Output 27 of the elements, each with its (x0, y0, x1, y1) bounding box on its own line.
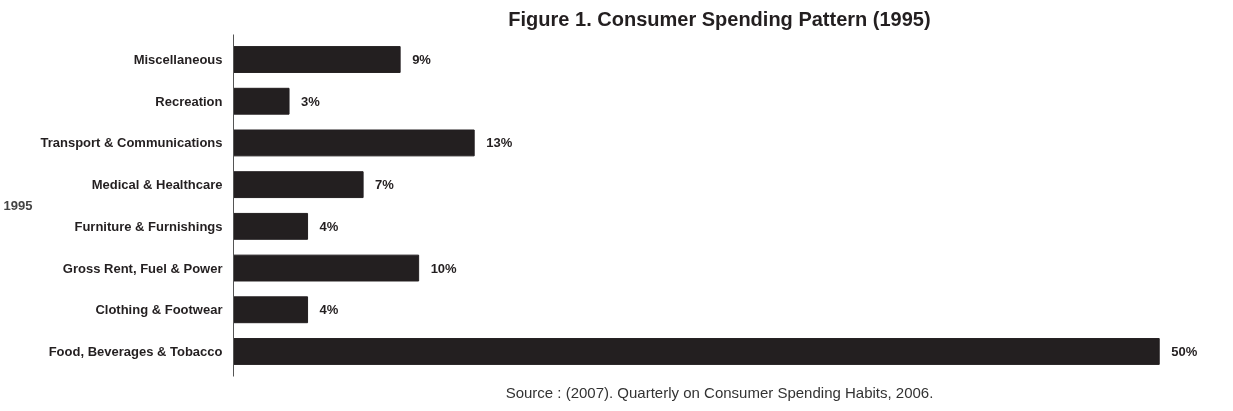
y-tick-label: Medical & Healthcare (91, 177, 223, 193)
data-label: 10% (430, 260, 458, 276)
bar (233, 87, 290, 115)
chart-title: Figure 1. Consumer Spending Pattern (1995) (508, 7, 931, 30)
data-label: 3% (301, 93, 321, 109)
data-label: 50% (1171, 343, 1198, 359)
y-tick-label: Food, Beverages & Tobacco (48, 343, 223, 359)
bar (233, 338, 1160, 365)
y-tick-label: Transport & Communications (40, 135, 223, 151)
bar (233, 46, 401, 73)
y-axis-title: 1995 (3, 198, 33, 213)
bar (233, 129, 475, 157)
y-tick-label: Recreation (155, 93, 223, 109)
y-tick-label: Furniture & Furnishings (74, 218, 223, 234)
bar (233, 254, 420, 282)
bar (233, 171, 364, 199)
data-label: 13% (486, 135, 513, 151)
y-tick-label: Gross Rent, Fuel & Power (62, 260, 223, 276)
y-tick-label: Miscellaneous (133, 52, 223, 68)
y-tick-label: Clothing & Footwear (95, 302, 223, 318)
data-label: 4% (319, 218, 339, 234)
source-note: Source : (2007). Quarterly on Consumer Spending Habits, 2006. (505, 383, 934, 401)
data-label: 7% (375, 177, 395, 193)
data-label: 9% (412, 52, 432, 68)
bar (233, 212, 309, 240)
data-label: 4% (319, 302, 339, 318)
bar (233, 296, 309, 324)
